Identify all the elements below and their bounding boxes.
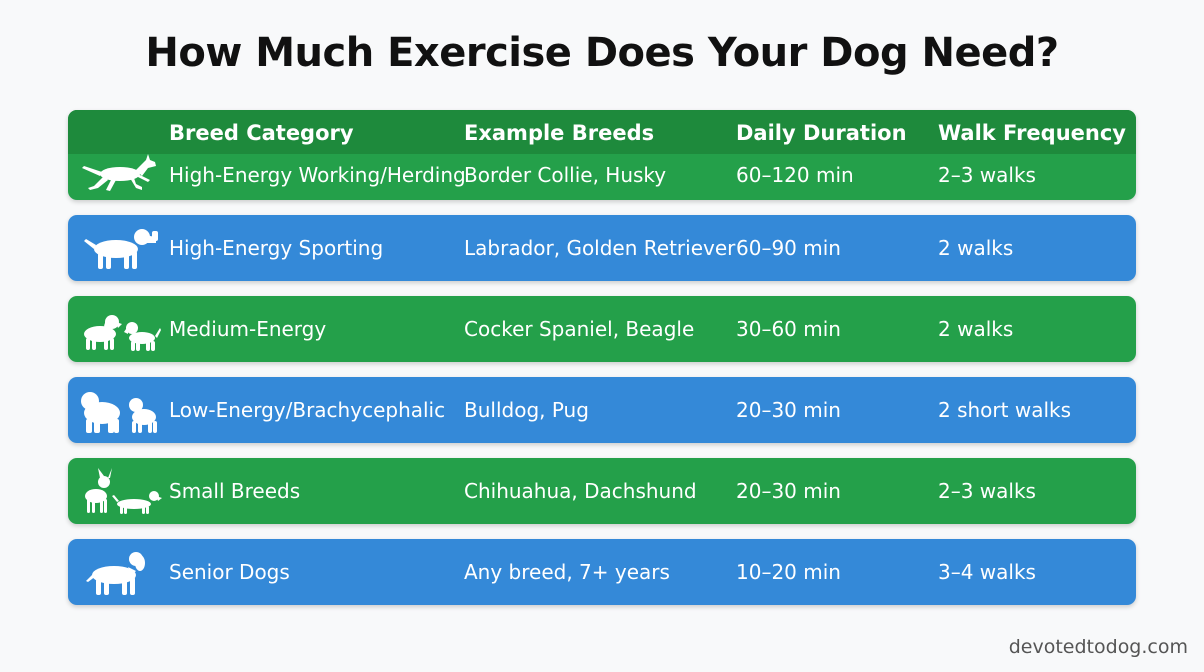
- category-cell: High-Energy Working/Herding: [169, 163, 466, 187]
- source-credit: devotedtodog.com: [1008, 636, 1188, 658]
- page-title: How Much Exercise Does Your Dog Need?: [145, 30, 1059, 76]
- senior-dog-icon: [76, 545, 162, 599]
- frequency-cell: 2 walks: [938, 236, 1014, 260]
- frequency-cell: 2 walks: [938, 317, 1014, 341]
- bulldog-pug-icon: [76, 383, 162, 437]
- retriever-dog-icon: [76, 221, 162, 275]
- running-dog-icon: [76, 148, 162, 196]
- breeds-cell: Border Collie, Husky: [464, 163, 667, 187]
- category-cell: High-Energy Sporting: [169, 236, 384, 260]
- duration-cell: 30–60 min: [736, 317, 841, 341]
- table-header: Breed Category Example Breeds Daily Dura…: [68, 110, 1136, 154]
- breeds-cell: Cocker Spaniel, Beagle: [464, 317, 695, 341]
- breeds-cell: Labrador, Golden Retriever: [464, 236, 736, 260]
- frequency-cell: 2–3 walks: [938, 163, 1036, 187]
- breeds-cell: Bulldog, Pug: [464, 398, 589, 422]
- table-row: Medium-Energy Cocker Spaniel, Beagle 30–…: [68, 296, 1136, 362]
- category-cell: Small Breeds: [169, 479, 301, 503]
- duration-cell: 20–30 min: [736, 479, 841, 503]
- column-header-walk-frequency: Walk Frequency: [938, 121, 1126, 145]
- frequency-cell: 2–3 walks: [938, 479, 1036, 503]
- column-header-daily-duration: Daily Duration: [736, 121, 907, 145]
- column-header-breed-category: Breed Category: [169, 121, 354, 145]
- duration-cell: 10–20 min: [736, 560, 841, 584]
- table-row: Breed Category Example Breeds Daily Dura…: [68, 110, 1136, 200]
- duration-cell: 60–120 min: [736, 163, 854, 187]
- column-header-example-breeds: Example Breeds: [464, 121, 655, 145]
- table-row: High-Energy Sporting Labrador, Golden Re…: [68, 215, 1136, 281]
- chihuahua-dachshund-icon: [76, 464, 162, 518]
- breeds-cell: Any breed, 7+ years: [464, 560, 670, 584]
- breeds-cell: Chihuahua, Dachshund: [464, 479, 697, 503]
- table-row: Senior Dogs Any breed, 7+ years 10–20 mi…: [68, 539, 1136, 605]
- category-cell: Medium-Energy: [169, 317, 327, 341]
- category-cell: Senior Dogs: [169, 560, 290, 584]
- category-cell: Low-Energy/Brachycephalic: [169, 398, 446, 422]
- table-row: Small Breeds Chihuahua, Dachshund 20–30 …: [68, 458, 1136, 524]
- duration-cell: 20–30 min: [736, 398, 841, 422]
- frequency-cell: 2 short walks: [938, 398, 1072, 422]
- duration-cell: 60–90 min: [736, 236, 841, 260]
- exercise-table: Breed Category Example Breeds Daily Dura…: [68, 110, 1136, 620]
- frequency-cell: 3–4 walks: [938, 560, 1036, 584]
- table-row: Low-Energy/Brachycephalic Bulldog, Pug 2…: [68, 377, 1136, 443]
- spaniel-beagle-icon: [76, 302, 162, 356]
